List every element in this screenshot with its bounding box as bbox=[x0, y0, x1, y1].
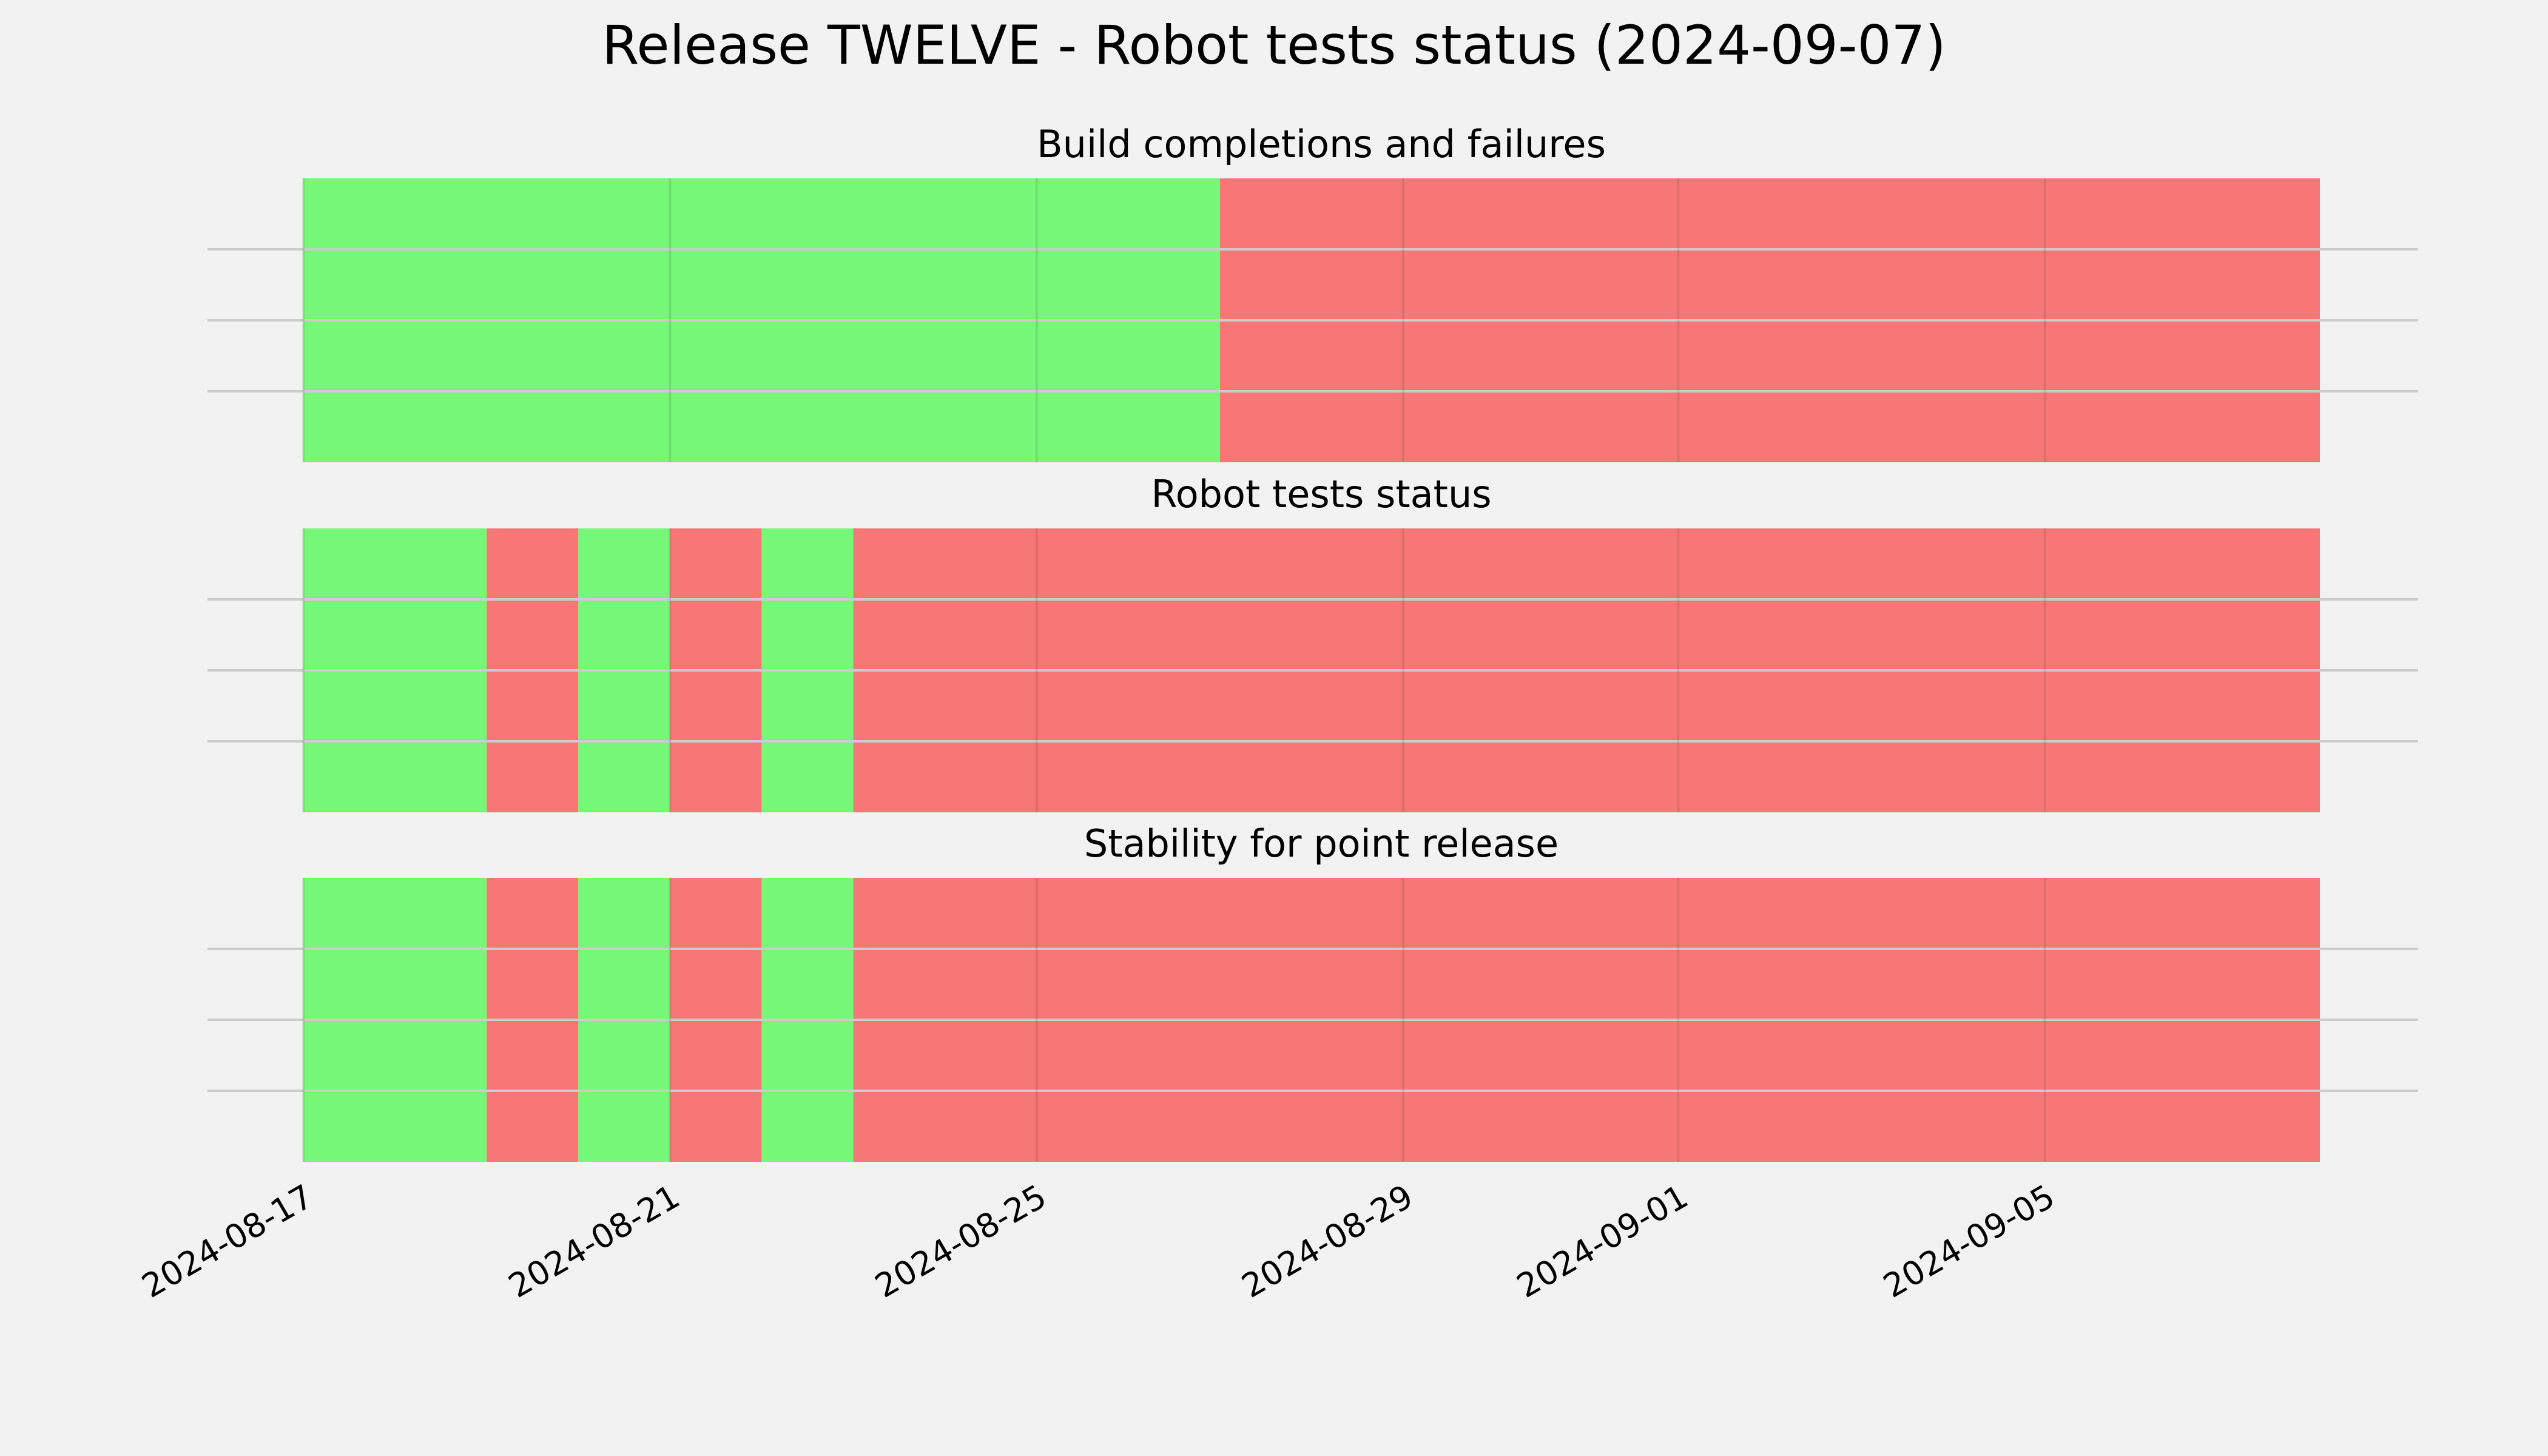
panel-title: Stability for point release bbox=[1084, 821, 1559, 866]
chart-title: Release TWELVE - Robot tests status (202… bbox=[602, 14, 1946, 76]
panel-1: Build completions and failures bbox=[207, 122, 2418, 462]
panel-title: Build completions and failures bbox=[1037, 122, 1606, 166]
panel-title: Robot tests status bbox=[1151, 472, 1491, 516]
panel-3: Stability for point release bbox=[207, 821, 2418, 1162]
panel-2: Robot tests status bbox=[207, 472, 2418, 812]
panels-group: Build completions and failures Robot test… bbox=[207, 122, 2418, 1162]
